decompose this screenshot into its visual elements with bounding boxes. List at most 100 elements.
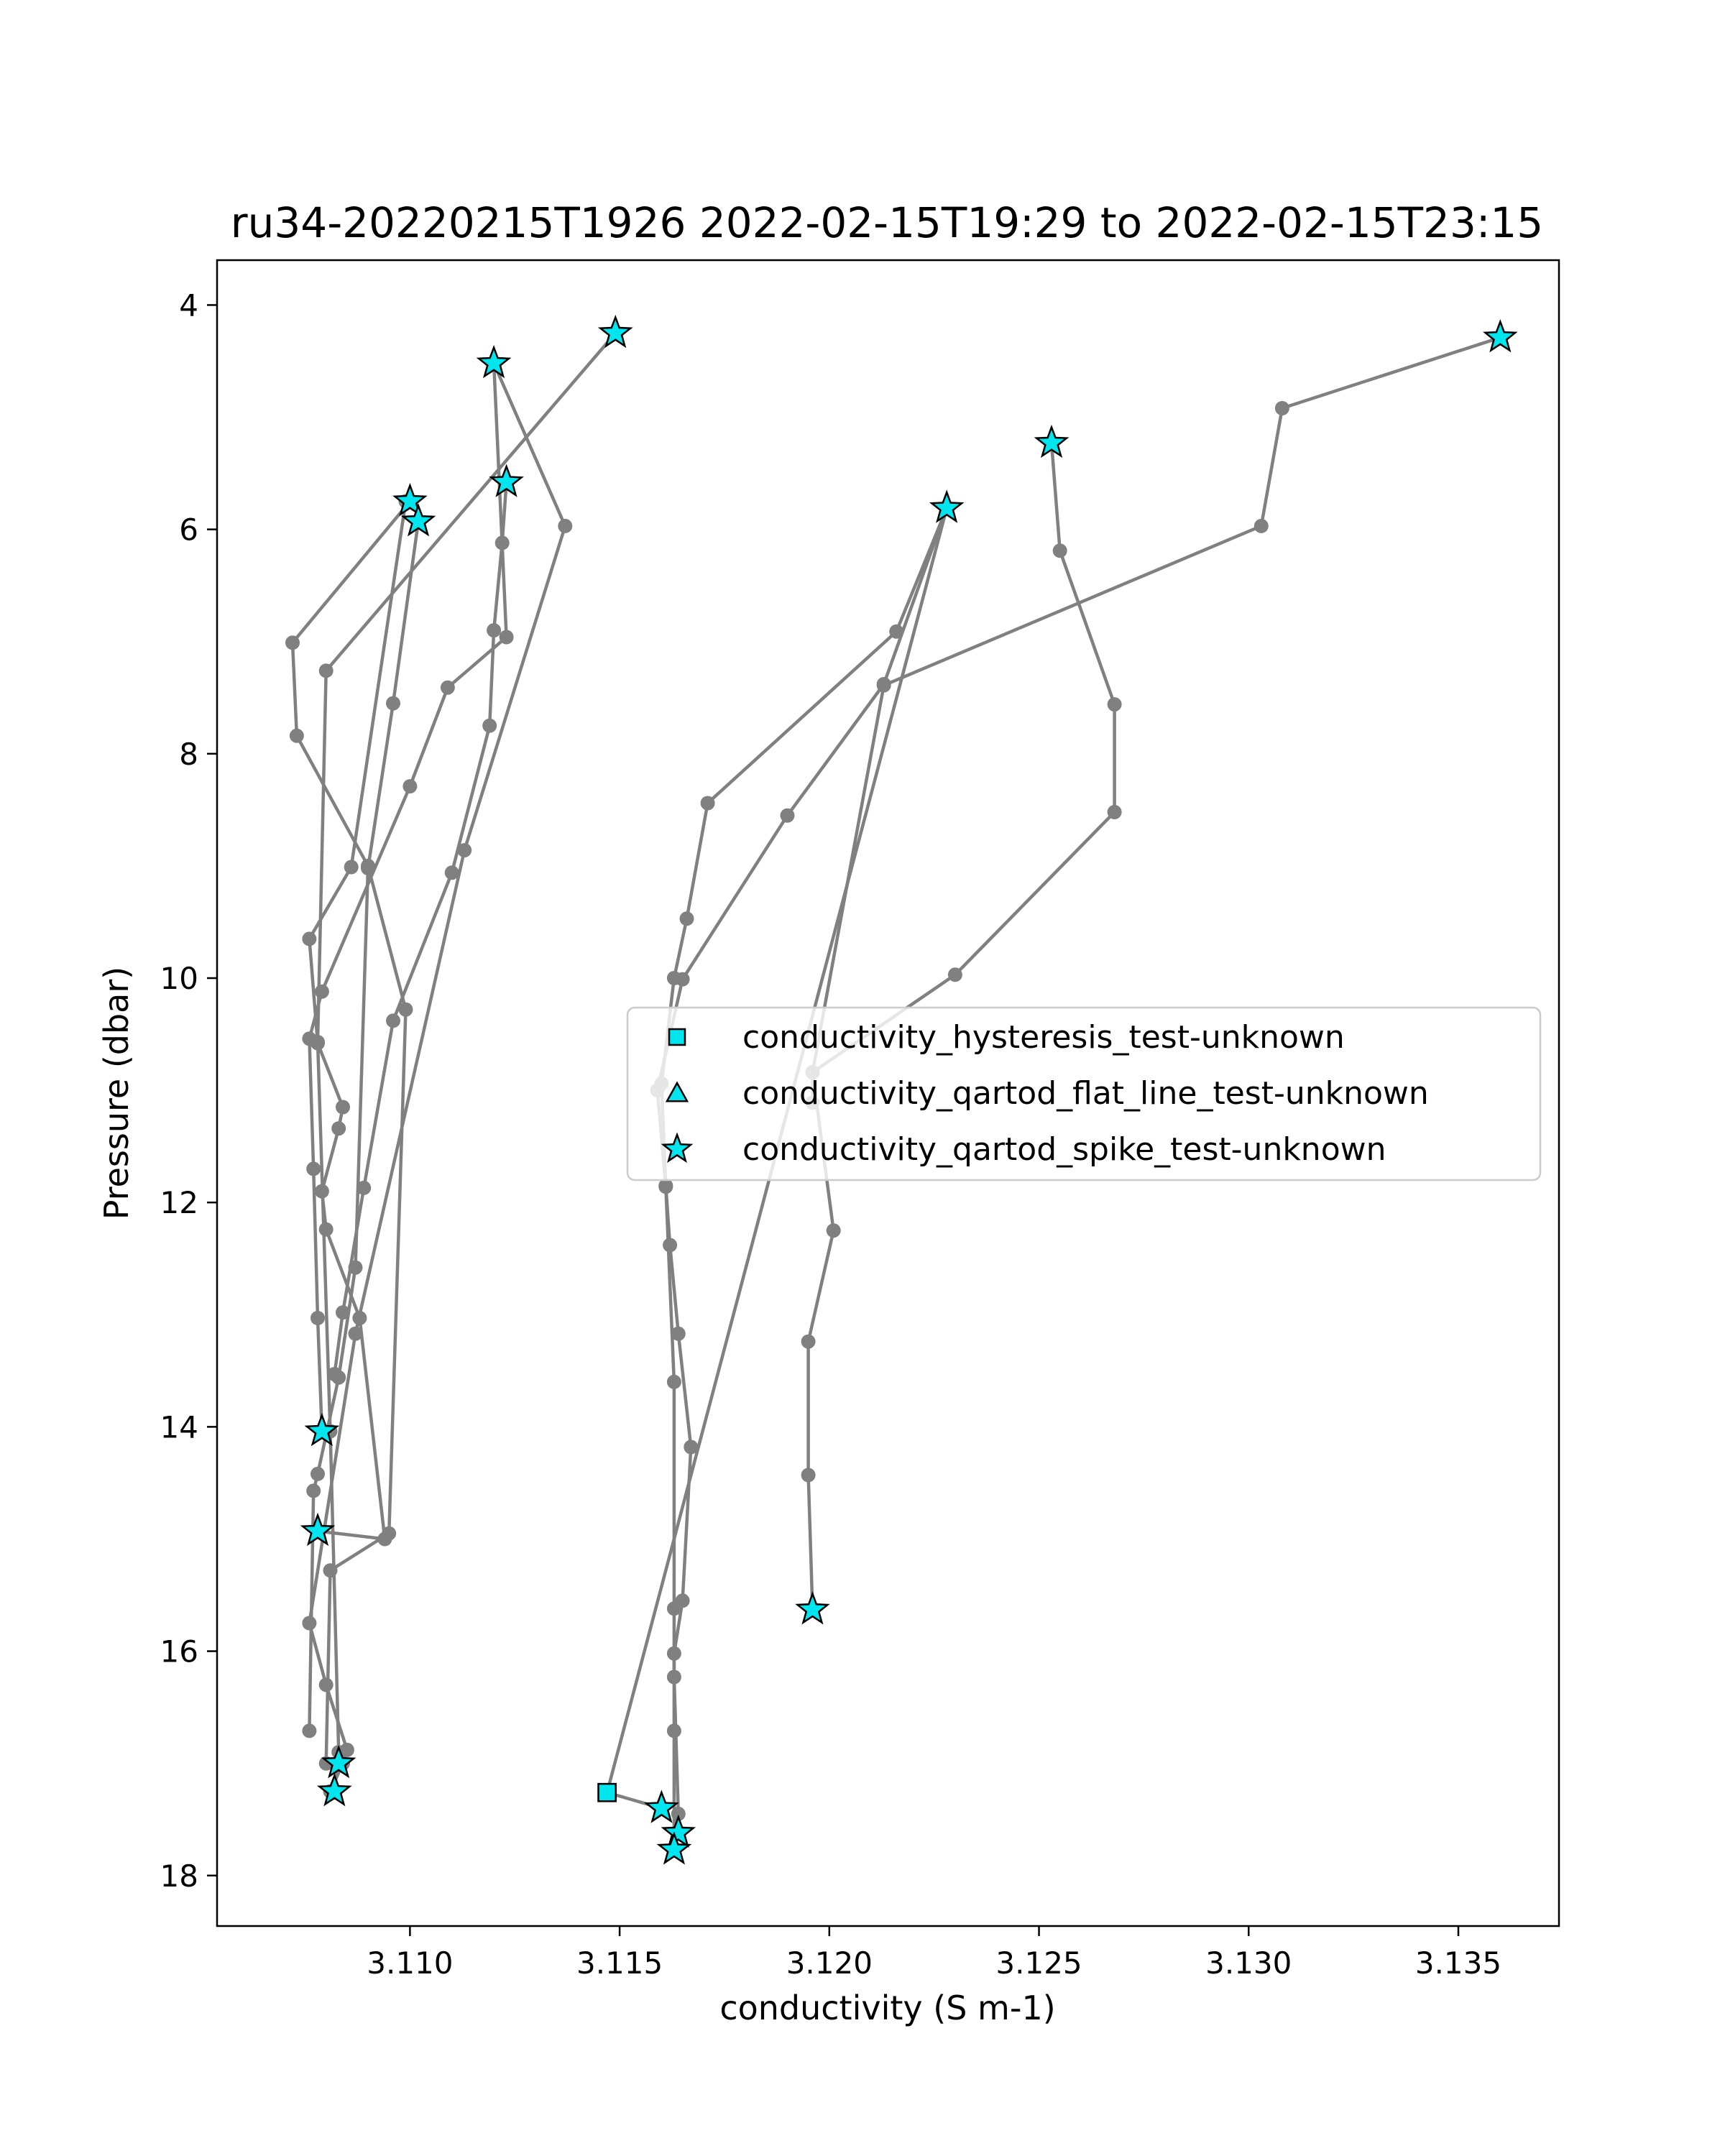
data-point <box>457 843 472 858</box>
data-point <box>289 728 304 743</box>
star-flag-marker <box>316 1773 352 1807</box>
star-flag-marker <box>644 1789 679 1823</box>
legend-triangle-icon <box>665 1081 689 1102</box>
data-point <box>377 1531 392 1547</box>
y-tick-label: 14 <box>160 1409 198 1445</box>
x-tick-label: 3.115 <box>576 1945 663 1981</box>
data-point <box>1107 697 1122 712</box>
data-point <box>801 1468 816 1483</box>
star-flag-marker <box>476 345 512 379</box>
data-point <box>302 1616 317 1631</box>
data-point <box>671 1806 686 1821</box>
legend-star-icon <box>661 1132 694 1164</box>
data-point <box>344 860 359 875</box>
data-point <box>666 1723 681 1738</box>
data-point <box>318 1222 334 1237</box>
data-point <box>331 1121 346 1136</box>
data-point <box>314 1184 329 1199</box>
legend-square-icon <box>668 1028 686 1046</box>
data-point <box>666 1374 681 1389</box>
data-point <box>666 1601 681 1616</box>
star-flag-marker <box>1034 424 1070 459</box>
y-tick-label: 12 <box>160 1185 198 1220</box>
data-point <box>327 1367 342 1381</box>
data-point <box>386 696 400 711</box>
data-point <box>318 1677 334 1692</box>
square-flag-marker <box>597 1782 617 1802</box>
data-point <box>663 1238 678 1253</box>
data-point <box>306 1161 321 1176</box>
data-point <box>1274 401 1289 415</box>
legend: conductivity_hysteresis_test-unknowncond… <box>626 1006 1542 1181</box>
x-tick-label: 3.125 <box>995 1945 1082 1981</box>
data-point <box>336 1100 350 1115</box>
data-point <box>679 911 694 926</box>
data-point <box>285 635 300 650</box>
data-point <box>318 663 334 678</box>
x-tick-label: 3.130 <box>1205 1945 1292 1981</box>
legend-frame <box>626 1006 1542 1181</box>
star-flag-marker <box>304 1413 340 1447</box>
data-point <box>361 858 375 873</box>
marker-layer <box>300 314 1518 1865</box>
data-point <box>675 972 690 987</box>
star-flag-marker <box>661 1814 696 1848</box>
data-point <box>310 1036 325 1051</box>
star-flag-marker <box>656 1831 692 1865</box>
data-point <box>482 718 497 733</box>
data-point <box>666 1669 681 1685</box>
data-point <box>876 678 891 693</box>
data-point <box>444 865 459 880</box>
y-tick-label: 10 <box>160 961 198 996</box>
data-point <box>440 680 455 695</box>
data-point <box>306 1483 321 1498</box>
data-point <box>339 1742 354 1757</box>
data-point <box>801 1334 816 1349</box>
data-point <box>1052 543 1067 558</box>
data-point <box>310 1466 325 1481</box>
data-point <box>302 931 317 946</box>
series-line-4 <box>290 500 412 1764</box>
x-axis-label: conductivity (S m-1) <box>719 1989 1055 2027</box>
data-point <box>780 808 795 823</box>
star-flag-marker <box>597 314 633 349</box>
star-flag-marker <box>929 489 965 523</box>
data-point <box>402 779 418 794</box>
y-axis-label: Pressure (dbar) <box>97 967 136 1220</box>
y-tick-label: 8 <box>179 737 198 772</box>
data-point <box>336 1305 350 1320</box>
plot-frame <box>216 259 1560 1927</box>
y-axis: 4 6 8 10 12 14 16 18 <box>160 287 217 1894</box>
data-point <box>826 1223 841 1238</box>
data-point <box>700 796 715 811</box>
data-point <box>352 1311 367 1325</box>
data-point <box>323 1563 338 1578</box>
data-point <box>499 630 514 645</box>
data-point <box>487 623 502 638</box>
x-tick-label: 3.110 <box>367 1945 453 1981</box>
data-point <box>302 1723 317 1738</box>
x-tick-label: 3.120 <box>786 1945 873 1981</box>
star-flag-marker <box>795 1591 830 1625</box>
star-flag-marker <box>400 503 436 537</box>
star-flag-marker <box>321 1745 356 1779</box>
data-point <box>348 1326 363 1341</box>
legend-label: conductivity_qartod_spike_test-unknown <box>742 1131 1386 1168</box>
star-flag-marker <box>1483 319 1518 353</box>
x-tick-label: 3.135 <box>1415 1945 1501 1981</box>
y-tick-label: 4 <box>179 287 198 323</box>
chart-title: ru34-20220215T1926 2022-02-15T19:29 to 2… <box>231 198 1543 247</box>
star-flag-marker <box>392 483 428 517</box>
data-point <box>684 1439 699 1455</box>
data-point <box>386 1013 400 1028</box>
legend-label: conductivity_qartod_flat_line_test-unkno… <box>742 1075 1429 1112</box>
data-point <box>1254 518 1269 533</box>
star-flag-marker <box>489 464 524 497</box>
data-point <box>356 1180 372 1195</box>
series-layer <box>285 326 1508 1857</box>
data-point <box>310 1311 325 1325</box>
data-point <box>947 967 962 982</box>
legend-label: conductivity_hysteresis_test-unknown <box>742 1019 1345 1056</box>
y-tick-label: 6 <box>179 512 198 548</box>
